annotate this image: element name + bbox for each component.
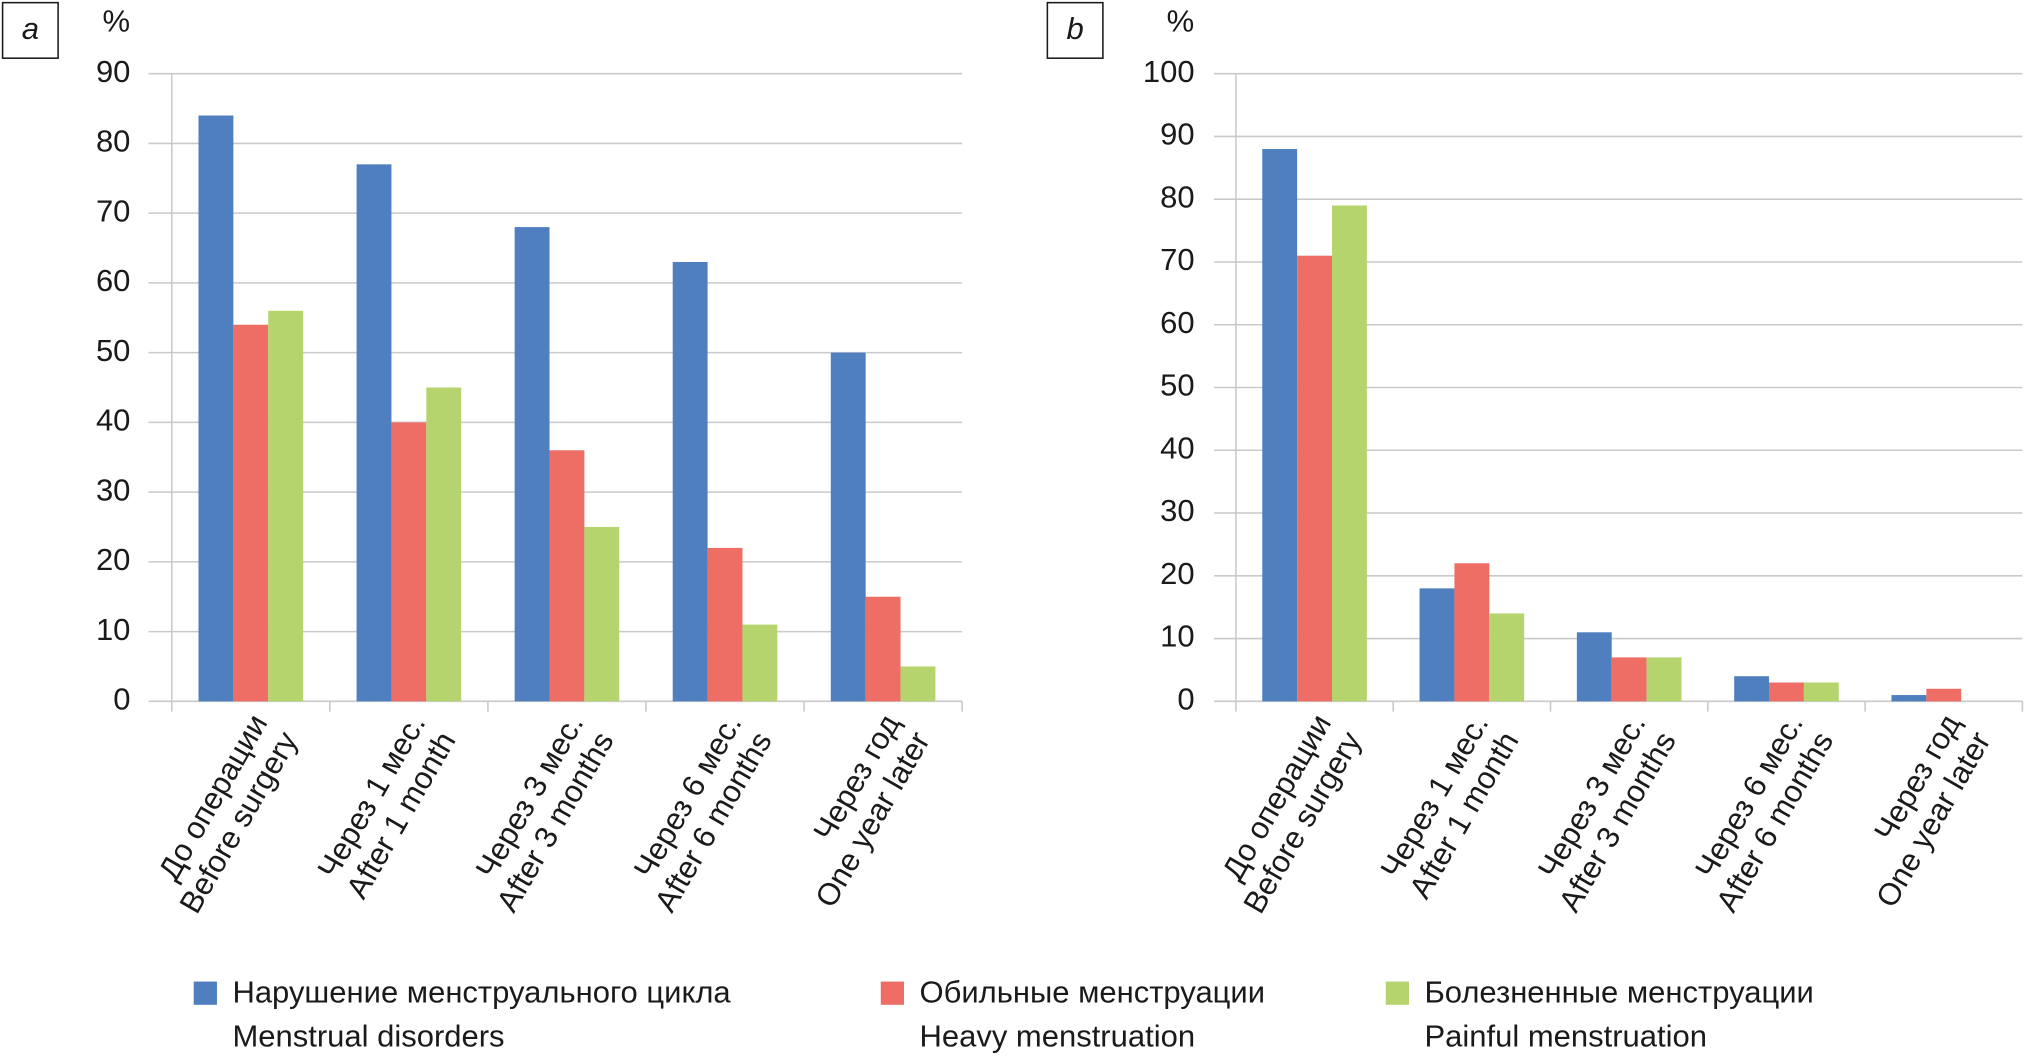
bar (900, 666, 936, 702)
y-tick-label: 100 (1143, 54, 1195, 89)
bar (1419, 588, 1455, 702)
legend-label: Нарушение менструального цикла (232, 975, 731, 1010)
bar (707, 547, 743, 702)
bar (356, 164, 392, 702)
y-tick-label: 10 (1160, 619, 1194, 654)
bar (1734, 676, 1770, 702)
bar (198, 115, 234, 702)
bar (1576, 632, 1612, 702)
y-tick-label: 80 (96, 124, 130, 159)
y-tick-label: 60 (96, 263, 130, 298)
bar (742, 624, 778, 702)
legend-label: Heavy menstruation (920, 1019, 1196, 1054)
panel-box (1, 1, 59, 59)
legend-label: Painful menstruation (1424, 1019, 1706, 1054)
bar (1891, 695, 1927, 702)
panel-label: b (1067, 11, 1084, 46)
y-tick-label: 50 (1160, 368, 1194, 403)
x-tick-label-group: Через 1 мес.After 1 month (1374, 708, 1526, 904)
legend-label: Menstrual disorders (232, 1019, 504, 1054)
bar (1803, 682, 1839, 702)
y-axis-label: % (1167, 4, 1195, 39)
y-tick-label: 0 (1177, 682, 1194, 717)
bar (1769, 682, 1804, 702)
bar (1611, 657, 1647, 702)
y-tick-label: 60 (1160, 305, 1194, 340)
y-tick-label: 80 (1160, 179, 1194, 214)
y-tick-label: 10 (96, 612, 130, 647)
x-tick-label-group: Через 3 мес.After 3 months (1531, 708, 1683, 917)
bar (1297, 255, 1333, 702)
y-axis-label: % (102, 4, 130, 39)
y-tick-label: 50 (96, 333, 130, 368)
bar (1646, 657, 1682, 702)
y-tick-label: 40 (1160, 430, 1194, 465)
legend-swatch (880, 981, 905, 1005)
bar (549, 450, 585, 702)
bar (514, 227, 550, 702)
bar (1332, 205, 1367, 702)
legend-label: Обильные менструации (920, 975, 1266, 1010)
legend-swatch (193, 981, 217, 1005)
x-tick-label-group: Через 3 мес.After 3 months (469, 708, 621, 917)
bar (672, 261, 708, 702)
bar (830, 352, 866, 702)
y-tick-label: 90 (96, 54, 130, 89)
legend-swatch (1385, 981, 1409, 1005)
y-tick-label: 20 (1160, 556, 1194, 591)
legend-label: Болезненные менструации (1424, 975, 1813, 1010)
y-tick-label: 70 (1160, 242, 1194, 277)
bar (426, 387, 462, 702)
panel-label: a (22, 11, 39, 46)
panel-box (1046, 1, 1104, 59)
bar (584, 526, 620, 702)
bar (1489, 613, 1525, 702)
bar (1926, 688, 1962, 702)
y-tick-label: 0 (113, 682, 130, 717)
y-tick-label: 40 (96, 403, 130, 438)
x-tick-label-group: Через 6 мес.After 6 months (627, 708, 779, 917)
y-tick-label: 90 (1160, 117, 1194, 152)
x-tick-label-group: Через 1 мес.After 1 month (311, 708, 463, 904)
bar (865, 596, 901, 702)
y-tick-label: 70 (96, 193, 130, 228)
bar (1262, 148, 1298, 702)
bar (233, 324, 269, 702)
x-tick-label-group: Через 6 мес.After 6 months (1688, 708, 1840, 917)
y-tick-label: 30 (96, 472, 130, 507)
y-tick-label: 30 (1160, 493, 1194, 528)
bar (268, 310, 304, 702)
bar (391, 422, 427, 702)
y-tick-label: 20 (96, 542, 130, 577)
bar (1454, 563, 1490, 702)
